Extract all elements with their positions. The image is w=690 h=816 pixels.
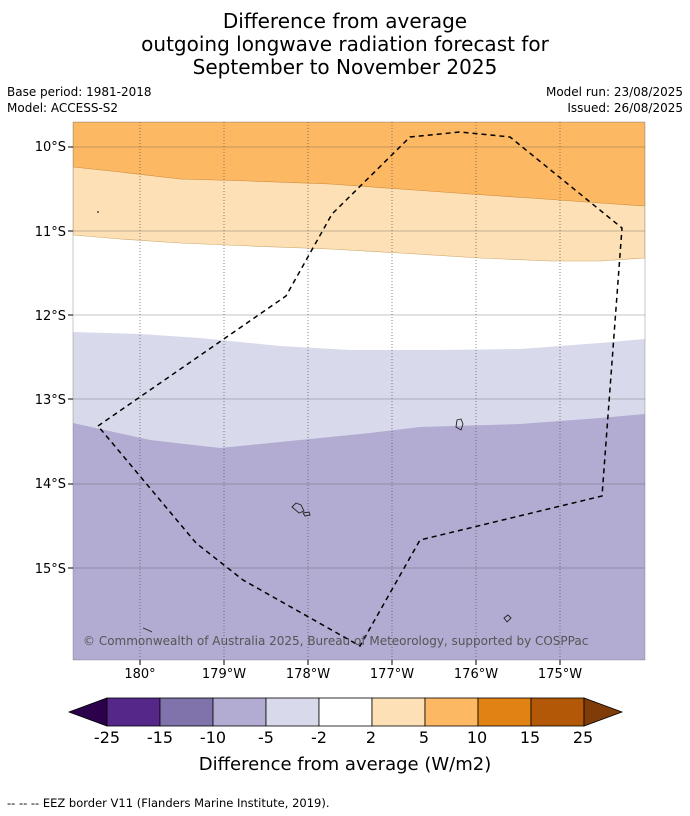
cb-tick-1: -25 <box>94 728 120 747</box>
islet-northwest <box>97 211 99 213</box>
cb-tick-2: -15 <box>147 728 173 747</box>
lat-label-15s: 15°S <box>35 562 66 577</box>
map-frame <box>72 121 646 661</box>
cb-tick-4: -5 <box>258 728 274 747</box>
lon-label-175w: 175°W <box>538 667 582 682</box>
cb-tick-6: 2 <box>366 728 376 747</box>
cb-tick-9: 15 <box>520 728 540 747</box>
cb-tick-7: 5 <box>419 728 429 747</box>
colorbar-box-9 <box>530 697 585 727</box>
colorbar-low-extend <box>67 697 108 727</box>
colorbar-box-2 <box>159 697 214 727</box>
title-line-2: outgoing longwave radiation forecast for <box>141 32 549 56</box>
colorbar-box-1 <box>106 697 161 727</box>
lon-label-177w: 177°W <box>370 667 414 682</box>
colorbar-high-extend <box>583 697 624 727</box>
model-run: Model run: 23/08/2025 <box>545 85 683 99</box>
colorbar-tick-labels: -25 -15 -10 -5 -2 2 5 10 15 25 <box>94 728 593 747</box>
colorbar-box-6 <box>371 697 426 727</box>
graticule <box>73 122 645 660</box>
island-southwest <box>142 627 153 633</box>
lon-label-178w: 178°W <box>286 667 330 682</box>
lon-label-179w: 179°W <box>202 667 246 682</box>
model-name: Model: ACCESS-S2 <box>7 101 119 115</box>
colorbar-box-5 <box>318 697 373 727</box>
cb-tick-5: -2 <box>311 728 327 747</box>
eez-footnote: -- -- -- EEZ border V11 (Flanders Marine… <box>7 796 330 810</box>
cb-tick-3: -10 <box>200 728 226 747</box>
base-period: Base period: 1981-2018 <box>7 85 152 99</box>
anomaly-shading: © Commonwealth of Australia 2025, Bureau… <box>73 122 645 660</box>
island-alofi <box>302 511 311 517</box>
island-futuna <box>291 502 305 514</box>
colorbar: -25 -15 -10 -5 -2 2 5 10 15 25 Differenc… <box>67 697 624 775</box>
lon-label-176w: 176°W <box>454 667 498 682</box>
colorbar-box-3 <box>212 697 267 727</box>
longitude-labels: 180° 179°W 178°W 177°W 176°W 175°W <box>124 660 582 682</box>
lon-label-180: 180° <box>124 667 155 682</box>
issued-date: Issued: 26/08/2025 <box>567 101 683 115</box>
islands <box>97 211 512 633</box>
cb-tick-10: 25 <box>573 728 593 747</box>
colorbar-boxes <box>67 697 624 727</box>
colorbar-box-8 <box>477 697 532 727</box>
colorbar-box-7 <box>424 697 479 727</box>
latitude-labels: 10°S 11°S 12°S 13°S 14°S 15°S <box>35 140 73 577</box>
island-south <box>503 614 512 623</box>
cb-tick-8: 10 <box>467 728 487 747</box>
title-line-1: Difference from average <box>222 9 468 33</box>
region-orange <box>73 122 645 207</box>
copyright-notice: © Commonwealth of Australia 2025, Bureau… <box>83 634 588 648</box>
lat-label-13s: 13°S <box>35 393 66 408</box>
eez-border <box>96 131 623 648</box>
colorbar-title: Difference from average (W/m2) <box>199 754 491 775</box>
lat-label-14s: 14°S <box>35 477 66 492</box>
lat-label-12s: 12°S <box>35 309 66 324</box>
lat-label-11s: 11°S <box>35 225 66 240</box>
colorbar-box-4 <box>265 697 320 727</box>
island-niuafoou <box>455 418 464 431</box>
lat-label-10s: 10°S <box>35 140 66 155</box>
title-line-3: September to November 2025 <box>192 55 498 79</box>
